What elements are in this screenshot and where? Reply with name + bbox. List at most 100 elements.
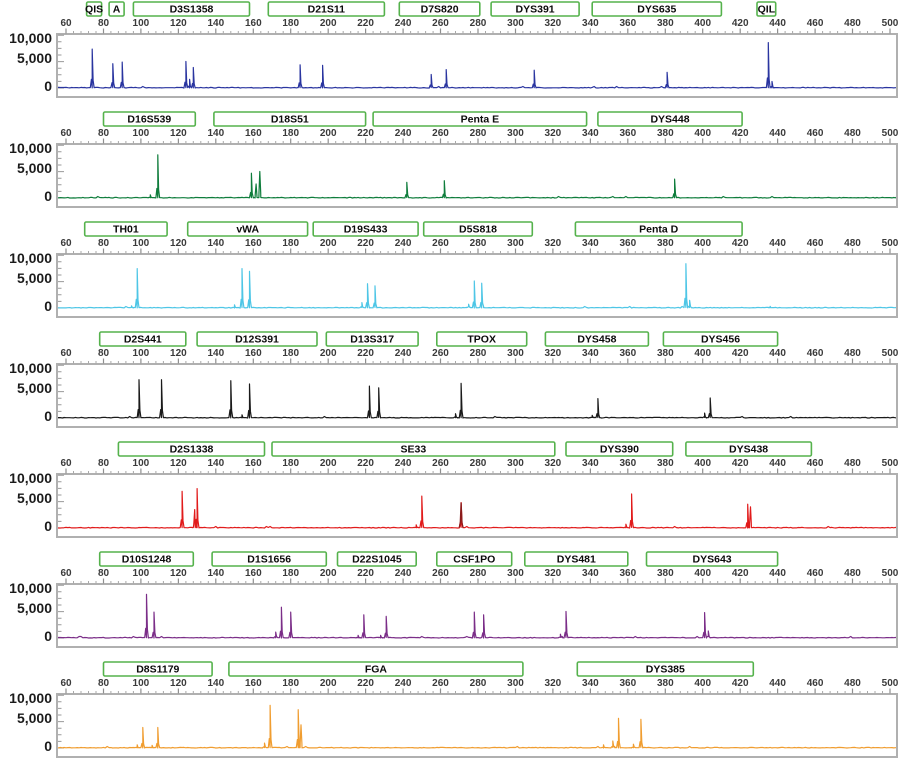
x-axis-label: 220 [357, 348, 374, 359]
x-axis-label: 140 [207, 678, 224, 689]
trace-path [58, 379, 896, 419]
x-axis-label: 80 [98, 458, 110, 469]
marker-box[interactable] [102, 111, 197, 127]
x-axis-label: 460 [807, 18, 824, 29]
marker-box[interactable] [435, 331, 528, 347]
x-axis-label: 300 [507, 568, 524, 579]
marker-box[interactable] [211, 551, 328, 567]
marker-box[interactable] [312, 221, 419, 237]
marker-box[interactable] [85, 1, 103, 17]
plot-area[interactable] [56, 33, 898, 98]
x-axis-label: 180 [282, 678, 299, 689]
plot-area[interactable] [56, 363, 898, 428]
marker-label: D1S1656 [247, 554, 291, 566]
marker-box[interactable] [685, 441, 813, 457]
x-axis-label: 480 [844, 348, 861, 359]
x-axis-label: 80 [98, 348, 110, 359]
plot-area[interactable] [56, 253, 898, 318]
x-axis-label: 100 [133, 238, 150, 249]
marker-box[interactable] [372, 111, 588, 127]
marker-box[interactable] [108, 1, 125, 17]
y-axis-label: 10,000 [9, 140, 52, 156]
x-axis-label: 460 [807, 128, 824, 139]
x-axis-label: 420 [732, 458, 749, 469]
marker-label: vWA [236, 224, 259, 236]
x-tick-marks-minor [73, 361, 883, 364]
marker-box[interactable] [267, 1, 386, 17]
x-axis-label: 320 [545, 458, 562, 469]
y-axis-label: 5,000 [17, 600, 52, 616]
marker-box[interactable] [756, 1, 777, 17]
marker-box[interactable] [102, 661, 213, 677]
x-axis-label: 200 [320, 128, 337, 139]
marker-box[interactable] [490, 1, 580, 17]
marker-label: D2S1338 [170, 444, 214, 456]
x-tick-marks-major [65, 358, 891, 364]
x-axis-label: 340 [582, 18, 599, 29]
marker-box[interactable] [422, 221, 534, 237]
marker-box[interactable] [591, 1, 723, 17]
x-axis-label: 160 [245, 458, 262, 469]
x-axis-label: 60 [60, 128, 72, 139]
marker-box[interactable] [196, 331, 318, 347]
x-axis-label: 160 [245, 128, 262, 139]
marker-box[interactable] [576, 661, 755, 677]
marker-label: FGA [365, 664, 388, 676]
x-axis-label: 80 [98, 678, 110, 689]
marker-box[interactable] [98, 551, 195, 567]
marker-box[interactable] [186, 221, 309, 237]
marker-box[interactable] [574, 221, 743, 237]
electropherogram-panel-red: 60 80 100 120 140 160 180 200 220 240 260 280 300 320… [0, 440, 900, 550]
x-axis-label: 360 [619, 238, 636, 249]
plot-area[interactable] [56, 693, 898, 758]
marker-box[interactable] [435, 551, 513, 567]
electropherogram-panel-cyan: 60 80 100 120 140 160 180 200 220 240 260 280 300 320… [0, 220, 900, 330]
marker-box[interactable] [398, 1, 481, 17]
marker-box[interactable] [336, 551, 417, 567]
trace-peak-override [458, 502, 464, 528]
plot-area[interactable] [56, 583, 898, 648]
x-axis-label: 360 [619, 678, 636, 689]
x-axis-label: 320 [545, 348, 562, 359]
x-axis-label: 300 [507, 458, 524, 469]
panel-svg: 60 80 100 120 140 160 180 200 220 240 260 280 300 320… [9, 551, 899, 648]
plot-area[interactable] [56, 143, 898, 208]
x-axis-label: 260 [432, 568, 449, 579]
marker-box[interactable] [271, 441, 556, 457]
marker-box[interactable] [597, 111, 743, 127]
x-tick-marks-major [65, 468, 891, 474]
marker-label: DYS481 [557, 554, 596, 566]
y-axis-label: 5,000 [17, 490, 52, 506]
marker-box[interactable] [544, 331, 650, 347]
x-tick-marks-major [65, 248, 891, 254]
marker-box[interactable] [83, 221, 168, 237]
y-axis-label: 10,000 [9, 250, 52, 266]
marker-box[interactable] [98, 331, 187, 347]
panel-svg: 60 80 100 120 140 160 180 200 220 240 260 280 300 320… [9, 661, 899, 758]
x-axis-label: 320 [545, 128, 562, 139]
x-axis-label: 300 [507, 238, 524, 249]
marker-label: D22S1045 [352, 554, 402, 566]
marker-box[interactable] [523, 551, 629, 567]
electropherogram-panel-green: 60 80 100 120 140 160 180 200 220 240 260 280 300 320… [0, 110, 900, 220]
x-tick-marks-major [65, 28, 891, 34]
marker-box[interactable] [228, 661, 524, 677]
x-axis-label: 180 [282, 128, 299, 139]
marker-box[interactable] [117, 441, 266, 457]
panel-svg: 60 80 100 120 140 160 180 200 220 240 260 280 300 320… [9, 331, 899, 428]
marker-box[interactable] [325, 331, 419, 347]
marker-box[interactable] [132, 1, 251, 17]
x-axis-label: 260 [432, 18, 449, 29]
x-axis-label: 460 [807, 348, 824, 359]
marker-box[interactable] [565, 441, 674, 457]
x-axis-label: 60 [60, 348, 72, 359]
marker-box[interactable] [645, 551, 779, 567]
marker-box[interactable] [213, 111, 367, 127]
x-axis-label: 220 [357, 678, 374, 689]
marker-box[interactable] [662, 331, 779, 347]
x-axis-label: 340 [582, 678, 599, 689]
marker-label: D19S433 [344, 224, 388, 236]
x-axis-label: 120 [170, 458, 187, 469]
x-axis-label: 240 [395, 678, 412, 689]
marker-label: D2S441 [124, 334, 162, 346]
